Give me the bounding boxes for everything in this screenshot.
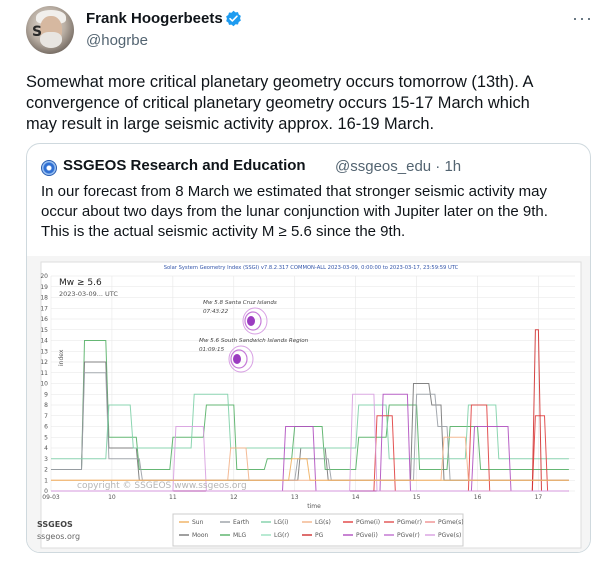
annotation-title: Mw 5.8 Santa Cruz Islands — [203, 300, 277, 306]
avatar-text: S — [32, 24, 43, 40]
quoted-tweet[interactable]: SSGEOS Research and Education @ssgeos_ed… — [26, 143, 591, 553]
quote-line: This is the actual seismic activity M ≥ … — [41, 223, 406, 240]
y-tick-label: 4 — [44, 445, 48, 452]
x-tick-label: 17 — [535, 494, 543, 501]
x-tick-label: 14 — [352, 494, 360, 501]
series-line-earth — [51, 372, 569, 481]
y-tick-label: 3 — [44, 456, 48, 463]
x-tick-label: 12 — [230, 494, 238, 501]
legend-label: PG — [315, 532, 324, 539]
y-tick-label: 1 — [44, 477, 48, 484]
legend-label: PGme(i) — [356, 519, 380, 526]
author-handle[interactable]: @hogrbe — [86, 32, 148, 49]
y-tick-label: 15 — [40, 327, 48, 334]
y-axis-label: index — [58, 349, 65, 366]
tweet-text: Somewhat more critical planetary geometr… — [26, 72, 586, 135]
x-tick-label: 10 — [108, 494, 116, 501]
legend-box — [172, 513, 464, 547]
quote-text: In our forecast from 8 March we estimate… — [41, 182, 581, 242]
tweet-line: may result in large seismic activity app… — [26, 115, 435, 133]
legend-label: Sun — [192, 519, 204, 526]
legend-label: PGme(r) — [397, 519, 422, 526]
legend-label: LG(s) — [315, 519, 331, 526]
legend-label: Earth — [233, 519, 249, 526]
verified-badge-icon — [226, 10, 241, 27]
quake-marker-1 — [242, 307, 268, 335]
date-label: 2023-03-09... UTC — [59, 290, 118, 298]
y-tick-label: 12 — [40, 359, 48, 366]
y-tick-label: 16 — [40, 316, 48, 323]
y-tick-label: 18 — [40, 295, 48, 302]
y-tick-label: 5 — [44, 434, 48, 441]
quote-author-handle: @ssgeos_edu · 1h — [335, 158, 462, 175]
y-tick-label: 7 — [44, 413, 48, 420]
y-tick-label: 6 — [44, 424, 48, 431]
x-tick-label: 11 — [169, 494, 177, 501]
y-tick-label: 2 — [44, 467, 48, 474]
legend-label: PGve(s) — [438, 532, 461, 539]
quote-avatar — [41, 160, 57, 176]
quote-author-name[interactable]: SSGEOS Research and Education — [63, 157, 306, 174]
chart-title: Solar System Geometry Index (SSGI) v7.8.… — [164, 265, 459, 271]
x-tick-label: 16 — [474, 494, 482, 501]
author-avatar[interactable]: S — [26, 6, 74, 54]
brand-url: ssgeos.org — [37, 532, 80, 541]
legend-label: MLG — [233, 532, 247, 539]
series-line-sun — [51, 458, 569, 481]
y-tick-label: 0 — [44, 488, 48, 495]
x-axis-label: time — [307, 503, 321, 510]
legend-label: PGme(s) — [438, 519, 464, 526]
chart-image[interactable]: Solar System Geometry Index (SSGI) v7.8.… — [27, 256, 590, 552]
legend-label: LG(i) — [274, 519, 288, 526]
legend-label: PGve(i) — [356, 532, 378, 539]
chart-legend: Sun Earth LG(i) LG(s) PGme(i) PGme(r) PGme(s) M… — [179, 519, 464, 539]
annotation-time: 07:43:22 — [203, 309, 229, 315]
chart-watermark: copyright © SSGEOS www.ssgeos.org — [77, 481, 247, 491]
legend-label: LG(r) — [274, 532, 289, 539]
quote-line: occur about two days from the lunar conj… — [41, 203, 548, 220]
x-tick-label: 15 — [413, 494, 421, 501]
y-tick-label: 20 — [40, 273, 48, 280]
y-tick-label: 14 — [40, 338, 48, 345]
mw-label: Mw ≥ 5.6 — [59, 278, 102, 288]
y-tick-label: 19 — [40, 284, 48, 291]
annotation-time: 01:09:15 — [199, 347, 225, 353]
quote-line: In our forecast from 8 March we estimate… — [41, 183, 548, 200]
y-tick-label: 8 — [44, 402, 48, 409]
series-line-pgve-i- — [51, 393, 569, 492]
brand-name: SSGEOS — [37, 520, 73, 529]
y-tick-label: 11 — [40, 370, 48, 377]
y-tick-label: 13 — [40, 348, 48, 355]
tweet-line: Somewhat more critical planetary geometr… — [26, 73, 534, 91]
series-line-pgme-i- — [51, 404, 569, 492]
y-tick-label: 10 — [40, 381, 48, 388]
more-options-icon[interactable]: ··· — [572, 8, 593, 28]
legend-label: Moon — [192, 532, 209, 539]
annotation-title: Mw 5.6 South Sandwich Islands Region — [199, 338, 309, 344]
x-tick-label: 13 — [291, 494, 299, 501]
series-line-mlg — [51, 340, 569, 470]
avatar-beard — [40, 32, 62, 48]
x-tick-labels: 09-03 10 11 12 13 14 15 16 17 — [42, 494, 542, 501]
legend-label: PGve(r) — [397, 532, 420, 539]
series-line-pgve-s- — [51, 393, 569, 492]
tweet-line: convergence of critical planetary geomet… — [26, 94, 530, 112]
quake-marker-2 — [228, 345, 254, 373]
chart-series — [51, 329, 569, 492]
x-tick-label: 09-03 — [42, 494, 60, 501]
y-tick-label: 9 — [44, 391, 48, 398]
ssgi-chart: Solar System Geometry Index (SSGI) v7.8.… — [37, 261, 582, 549]
y-tick-label: 17 — [40, 305, 48, 312]
author-name[interactable]: Frank Hoogerbeets — [86, 10, 223, 27]
